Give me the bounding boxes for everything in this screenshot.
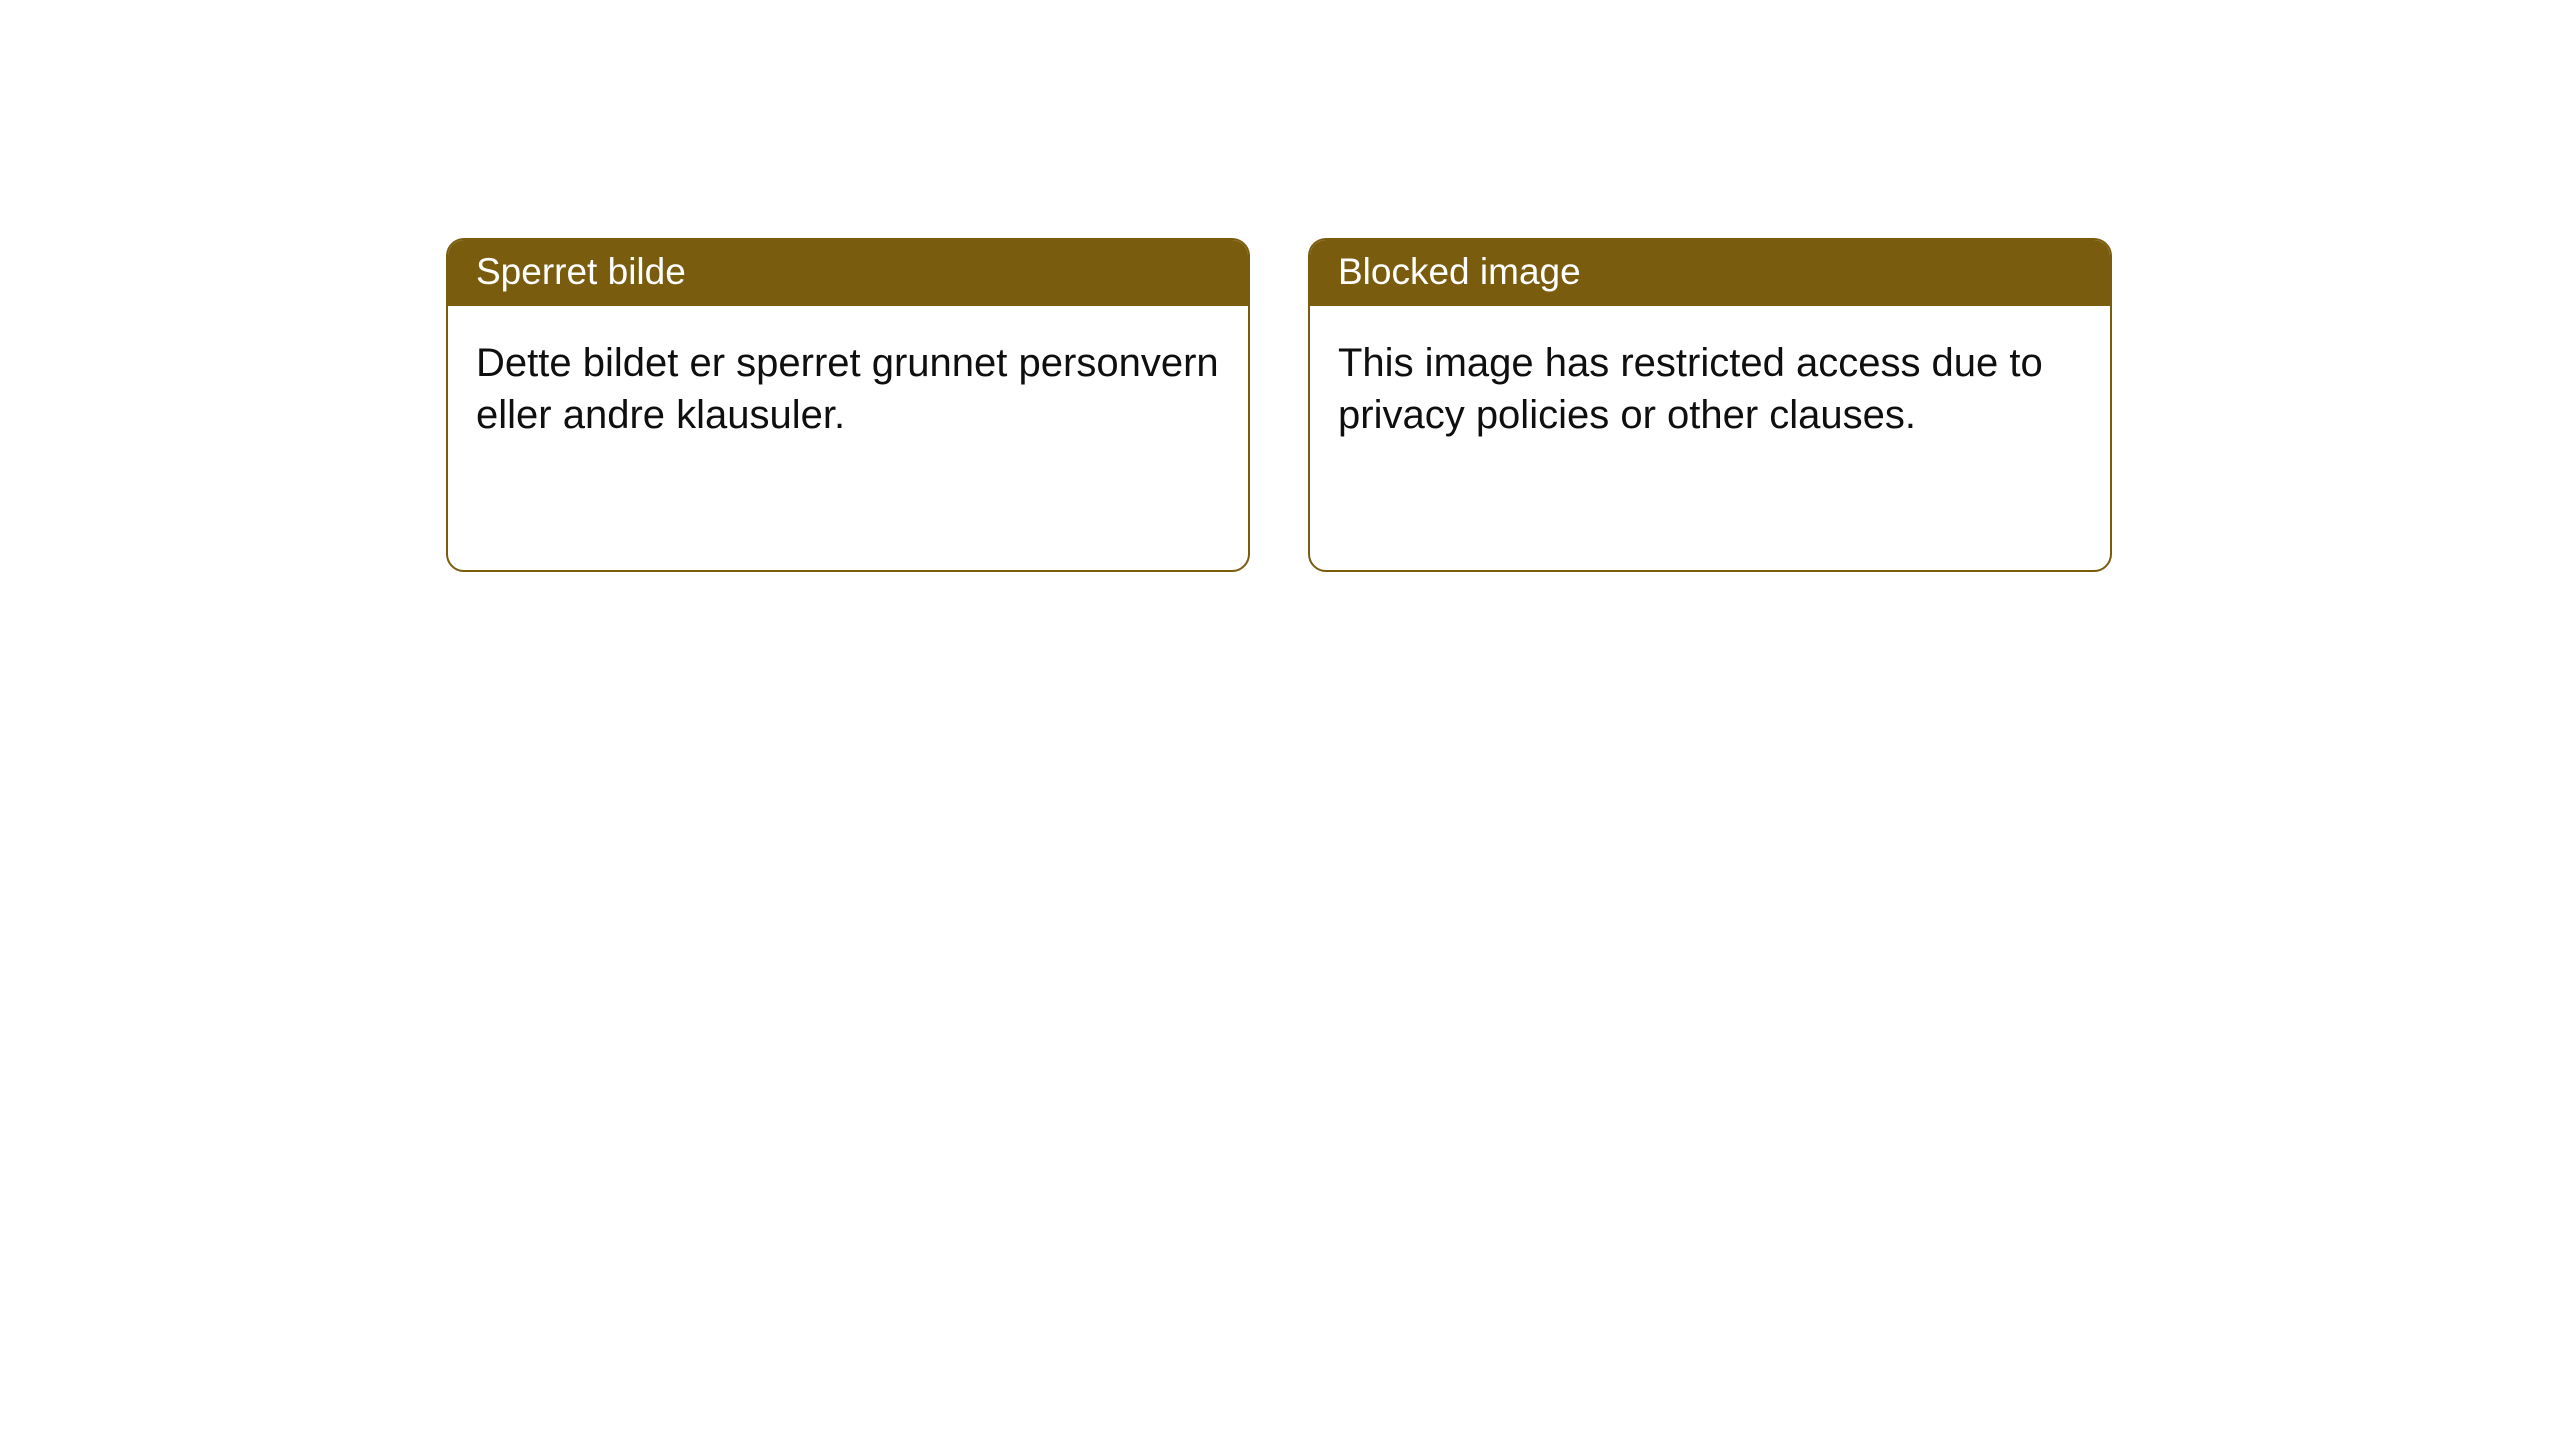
notice-header-english: Blocked image	[1310, 240, 2110, 306]
notice-body-english: This image has restricted access due to …	[1310, 306, 2110, 469]
notice-header-norwegian: Sperret bilde	[448, 240, 1248, 306]
notice-container: Sperret bilde Dette bildet er sperret gr…	[0, 0, 2560, 572]
notice-body-norwegian: Dette bildet er sperret grunnet personve…	[448, 306, 1248, 469]
notice-card-norwegian: Sperret bilde Dette bildet er sperret gr…	[446, 238, 1250, 572]
notice-card-english: Blocked image This image has restricted …	[1308, 238, 2112, 572]
